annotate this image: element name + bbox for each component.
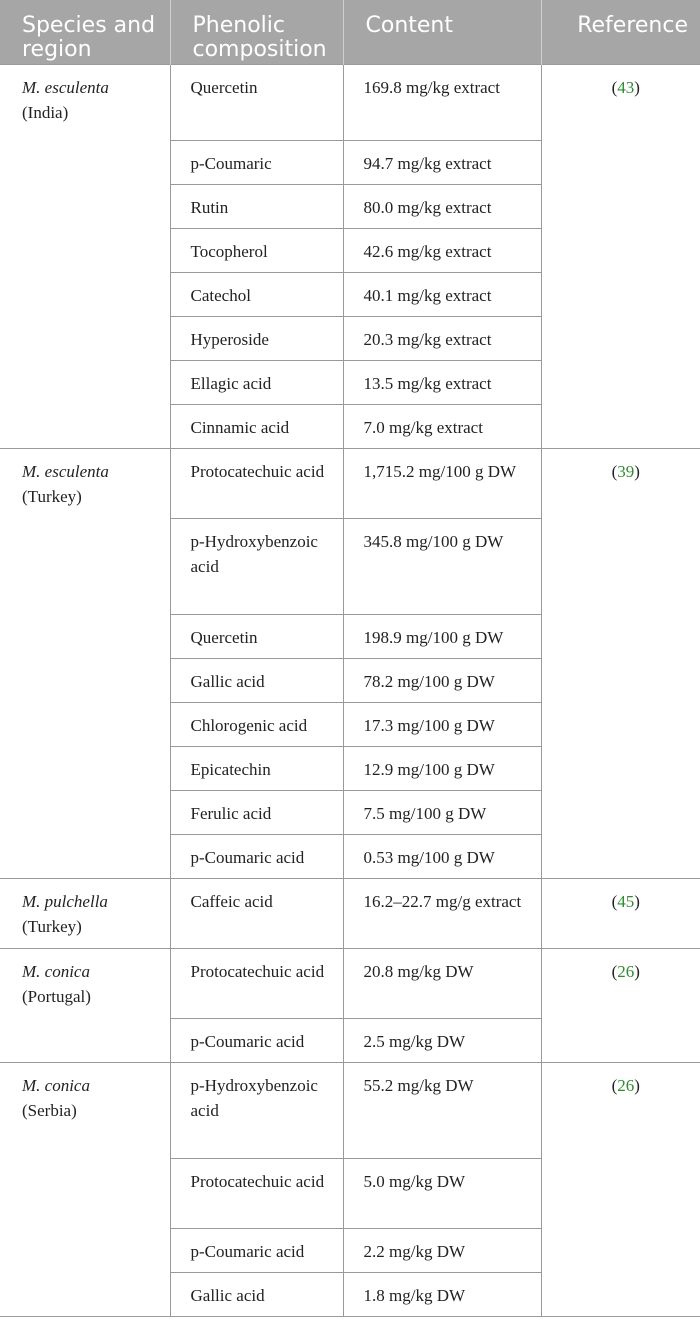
content-cell: 198.9 mg/100 g DW [342, 613, 541, 659]
reference-cell: (26) [540, 947, 700, 1063]
table-row: M. esculenta (India) Quercetin 169.8 mg/kg … [0, 63, 700, 449]
phenolic-compound-cell: Tocopherol [170, 227, 344, 273]
table-row: p-Coumaric acid 2.5 mg/kg DW [0, 1017, 700, 1063]
species-region-cell: M. conica (Portugal) [0, 947, 171, 1063]
species-region-cell: M. pulchella (Turkey) [0, 877, 171, 949]
table-row: M. conica (Portugal) Protocatechuic acid 20… [0, 947, 700, 1063]
phenolic-compound-cell: Quercetin [170, 613, 344, 659]
region-name: (Portugal) [22, 986, 91, 1006]
table-row: p-Hydroxybenzoic acid 345.8 mg/100 g DW [0, 517, 700, 615]
table-row: M. pulchella (Turkey) Caffeic acid 16.2–22.… [0, 877, 700, 949]
reference-link[interactable]: 26 [617, 961, 635, 981]
content-cell: 7.0 mg/kg extract [342, 403, 541, 449]
species-name: M. esculenta [22, 461, 109, 481]
phenolic-compound-cell: p-Coumaric acid [170, 1017, 344, 1063]
table-row: p-Coumaric acid 0.53 mg/100 g DW [0, 833, 700, 879]
content-cell: 2.5 mg/kg DW [342, 1017, 541, 1063]
content-cell: 78.2 mg/100 g DW [342, 657, 541, 703]
content-cell: 42.6 mg/kg extract [342, 227, 541, 273]
content-cell: 7.5 mg/100 g DW [342, 789, 541, 835]
region-name: (Turkey) [22, 486, 82, 506]
reference-cell: (39) [540, 447, 700, 879]
reference-cell: (26) [540, 1061, 700, 1317]
header-row: Species and region Phenolic composition … [0, 0, 700, 64]
phenolic-compound-cell: Catechol [170, 271, 344, 317]
species-region-cell: M. esculenta (Turkey) [0, 447, 171, 879]
reference-cell: (45) [540, 877, 700, 949]
content-cell: 80.0 mg/kg extract [342, 183, 541, 229]
header-content: Content [342, 0, 541, 64]
content-cell: 94.7 mg/kg extract [342, 139, 541, 185]
phenolic-compound-cell: Protocatechuic acid [169, 947, 344, 1019]
phenolic-compound-cell: Gallic acid [170, 657, 344, 703]
content-cell: 20.8 mg/kg DW [342, 947, 542, 1019]
table-row: p-Coumaric acid 2.2 mg/kg DW [0, 1227, 700, 1273]
phenolic-compound-cell: p-Hydroxybenzoic acid [170, 517, 344, 615]
species-region-cell: M. conica (Serbia) [0, 1061, 171, 1317]
phenolic-compound-cell: Protocatechuic acid [170, 1157, 344, 1229]
header-species-region: Species and region [0, 0, 170, 64]
phenolic-compound-cell: Epicatechin [170, 745, 344, 791]
content-cell: 12.9 mg/100 g DW [342, 745, 541, 791]
reference-cell: (43) [540, 63, 700, 449]
header-phenolic-composition: Phenolic composition [169, 0, 343, 64]
phenolic-compound-cell: p-Coumaric [170, 139, 344, 185]
table-row: Gallic acid 78.2 mg/100 g DW [0, 657, 700, 703]
reference-link[interactable]: 43 [617, 77, 635, 97]
phenolic-compound-cell: Ferulic acid [170, 789, 344, 835]
content-cell: 1.8 mg/kg DW [342, 1271, 541, 1317]
phenolic-compound-cell: Caffeic acid [169, 877, 344, 949]
phenolic-compound-cell: p-Hydroxybenzoic acid [169, 1061, 344, 1159]
content-cell: 5.0 mg/kg DW [342, 1157, 541, 1229]
content-cell: 345.8 mg/100 g DW [342, 517, 541, 615]
table-row: Chlorogenic acid 17.3 mg/100 g DW [0, 701, 700, 747]
content-cell: 17.3 mg/100 g DW [342, 701, 541, 747]
region-name: (Turkey) [22, 916, 82, 936]
species-region-cell: M. esculenta (India) [0, 63, 171, 449]
phenolic-compound-cell: Protocatechuic acid [169, 447, 344, 519]
table-row: Ellagic acid 13.5 mg/kg extract [0, 359, 700, 405]
phenolic-compound-cell: Rutin [170, 183, 344, 229]
content-cell: 169.8 mg/kg extract [342, 63, 542, 141]
content-cell: 40.1 mg/kg extract [342, 271, 541, 317]
species-name: M. esculenta [22, 77, 109, 97]
region-name: (Serbia) [22, 1100, 77, 1120]
table-row: Quercetin 198.9 mg/100 g DW [0, 613, 700, 659]
table-row: Hyperoside 20.3 mg/kg extract [0, 315, 700, 361]
reference-link[interactable]: 39 [617, 461, 635, 481]
phenolic-compound-cell: Quercetin [169, 63, 344, 141]
header-reference: Reference [540, 0, 700, 64]
reference-link[interactable]: 45 [617, 891, 635, 911]
species-name: M. conica [22, 1075, 90, 1095]
content-cell: 20.3 mg/kg extract [342, 315, 541, 361]
phenolic-compound-cell: Gallic acid [170, 1271, 344, 1317]
content-cell: 1,715.2 mg/100 g DW [342, 447, 542, 519]
content-cell: 55.2 mg/kg DW [342, 1061, 542, 1159]
phenolic-compound-cell: p-Coumaric acid [170, 833, 344, 879]
table-row: M. esculenta (Turkey) Protocatechuic acid 1… [0, 447, 700, 879]
table-row: Gallic acid 1.8 mg/kg DW [0, 1271, 700, 1317]
content-cell: 13.5 mg/kg extract [342, 359, 541, 405]
region-name: (India) [22, 102, 69, 122]
table-row: Catechol 40.1 mg/kg extract [0, 271, 700, 317]
content-cell: 16.2–22.7 mg/g extract [342, 877, 542, 949]
phenolic-compound-cell: Chlorogenic acid [170, 701, 344, 747]
phenolic-compound-cell: Ellagic acid [170, 359, 344, 405]
content-cell: 2.2 mg/kg DW [342, 1227, 541, 1273]
species-name: M. conica [22, 961, 90, 981]
reference-link[interactable]: 26 [617, 1075, 635, 1095]
phenolic-compound-cell: p-Coumaric acid [170, 1227, 344, 1273]
table-row: Cinnamic acid 7.0 mg/kg extract [0, 403, 700, 449]
species-name: M. pulchella [22, 891, 108, 911]
phenolic-compound-cell: Hyperoside [170, 315, 344, 361]
table-row: M. conica (Serbia) p-Hydroxybenzoic acid 55… [0, 1061, 700, 1317]
table-row: p-Coumaric 94.7 mg/kg extract [0, 139, 700, 185]
content-cell: 0.53 mg/100 g DW [342, 833, 541, 879]
phenolic-compound-cell: Cinnamic acid [170, 403, 344, 449]
